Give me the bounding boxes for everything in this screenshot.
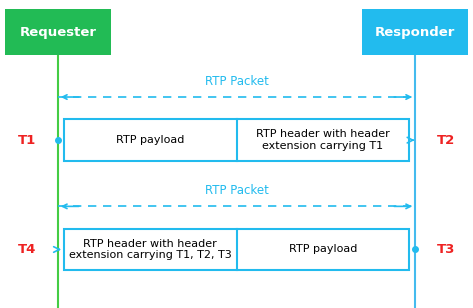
Text: T1: T1 — [18, 134, 36, 147]
Text: RTP Packet: RTP Packet — [204, 75, 269, 88]
Text: RTP Packet: RTP Packet — [204, 184, 269, 197]
Text: Requester: Requester — [19, 26, 96, 39]
Text: T4: T4 — [18, 243, 36, 256]
Text: RTP payload: RTP payload — [116, 135, 184, 145]
Text: RTP header with header
extension carrying T1: RTP header with header extension carryin… — [256, 129, 390, 151]
Text: T2: T2 — [437, 134, 455, 147]
FancyBboxPatch shape — [64, 229, 409, 270]
FancyBboxPatch shape — [64, 119, 409, 161]
Text: RTP header with header
extension carrying T1, T2, T3: RTP header with header extension carryin… — [69, 239, 232, 260]
Text: Responder: Responder — [375, 26, 455, 39]
FancyBboxPatch shape — [5, 9, 111, 55]
Text: RTP payload: RTP payload — [289, 245, 357, 254]
Text: T3: T3 — [437, 243, 455, 256]
FancyBboxPatch shape — [362, 9, 468, 55]
